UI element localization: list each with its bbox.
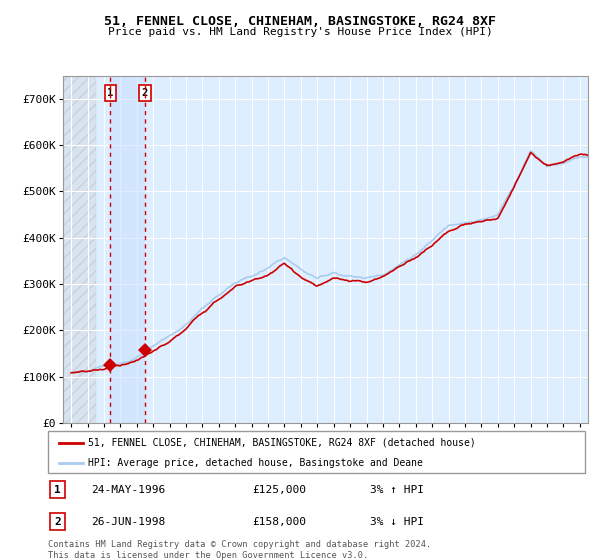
Text: 2: 2 — [142, 88, 148, 98]
Text: 3% ↓ HPI: 3% ↓ HPI — [370, 516, 424, 526]
Text: 1: 1 — [107, 88, 113, 98]
Text: Price paid vs. HM Land Registry's House Price Index (HPI): Price paid vs. HM Land Registry's House … — [107, 27, 493, 38]
Text: 26-JUN-1998: 26-JUN-1998 — [91, 516, 165, 526]
Bar — [63, 76, 96, 423]
Text: 3% ↑ HPI: 3% ↑ HPI — [370, 484, 424, 494]
Text: 1: 1 — [54, 484, 61, 494]
Bar — [110, 76, 145, 423]
Text: 2: 2 — [54, 516, 61, 526]
Text: HPI: Average price, detached house, Basingstoke and Deane: HPI: Average price, detached house, Basi… — [88, 458, 423, 468]
Text: 51, FENNEL CLOSE, CHINEHAM, BASINGSTOKE, RG24 8XF (detached house): 51, FENNEL CLOSE, CHINEHAM, BASINGSTOKE,… — [88, 438, 476, 448]
Text: £158,000: £158,000 — [252, 516, 306, 526]
Text: 24-MAY-1996: 24-MAY-1996 — [91, 484, 165, 494]
Text: 51, FENNEL CLOSE, CHINEHAM, BASINGSTOKE, RG24 8XF: 51, FENNEL CLOSE, CHINEHAM, BASINGSTOKE,… — [104, 15, 496, 28]
Text: £125,000: £125,000 — [252, 484, 306, 494]
Text: Contains HM Land Registry data © Crown copyright and database right 2024.
This d: Contains HM Land Registry data © Crown c… — [48, 540, 431, 559]
